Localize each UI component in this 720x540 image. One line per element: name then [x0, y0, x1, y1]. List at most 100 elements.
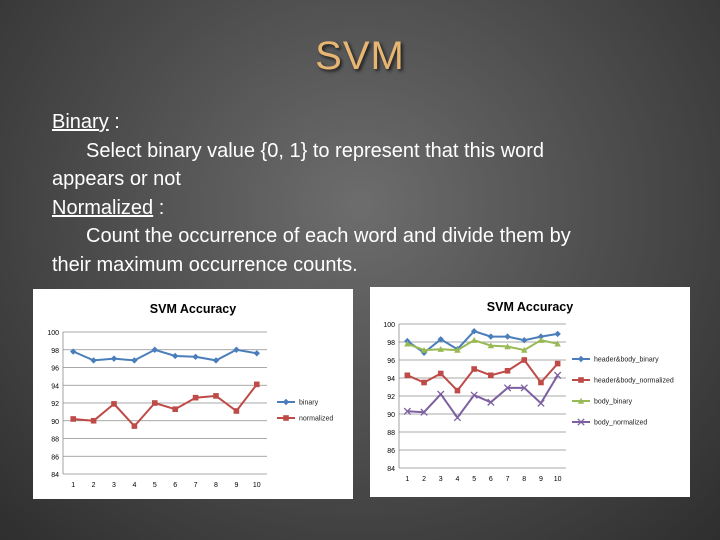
x-tick-label: 1	[71, 482, 75, 489]
data-point-body-normalized	[403, 407, 412, 415]
binary-heading: Binary :	[52, 108, 692, 137]
data-point-binary	[151, 346, 158, 353]
x-tick-label: 3	[439, 476, 443, 483]
y-tick-label: 94	[51, 383, 59, 390]
data-point-header-body-normalized	[421, 379, 427, 386]
data-point-normalized	[111, 401, 117, 407]
data-point-body-normalized	[420, 408, 428, 416]
data-point-header-body-normalized	[488, 372, 494, 379]
normalized-heading: Normalized :	[52, 194, 692, 223]
data-point-body-binary	[404, 340, 411, 347]
chart-title: SVM Accuracy	[150, 302, 236, 316]
y-tick-label: 90	[51, 419, 59, 426]
x-tick-label: 2	[422, 476, 426, 483]
data-point-header-body-binary	[487, 333, 495, 340]
legend-label-header-body-normalized: header&body_normalized	[594, 378, 674, 385]
data-point-body-normalized	[487, 398, 495, 406]
data-point-normalized	[192, 394, 199, 401]
chart-title: SVM Accuracy	[487, 300, 573, 314]
data-point-binary	[110, 355, 118, 362]
data-point-normalized	[233, 408, 240, 414]
x-tick-label: 7	[506, 476, 510, 483]
data-point-body-binary	[554, 340, 561, 347]
data-point-normalized	[213, 393, 219, 399]
y-tick-label: 84	[51, 472, 59, 479]
svm-accuracy-chart-left: SVM Accuracy 84 86 88 90 92 94 96 98 100 1 2 3 4 5 6 7 8 9…	[33, 289, 353, 499]
data-point-normalized	[70, 416, 76, 422]
y-tick-label: 98	[387, 340, 395, 347]
data-point-body-binary	[420, 346, 428, 353]
x-tick-label: 7	[194, 482, 198, 489]
legend-label-body-normalized: body_normalized	[594, 420, 647, 427]
data-point-normalized	[131, 423, 138, 429]
data-point-body-binary	[470, 337, 478, 343]
x-tick-label: 10	[253, 482, 261, 489]
series-line-header-body-normalized	[407, 358, 559, 393]
data-point-normalized	[254, 381, 260, 388]
legend-marker-normalized	[283, 415, 289, 421]
data-point-header-body-normalized	[554, 360, 561, 367]
x-tick-label: 4	[455, 476, 459, 483]
normalized-description-line1: Count the occurrence of each word and di…	[86, 225, 571, 248]
chart-svg: SVM Accuracy 84 86 88 90 92 94 96 98 100 1 2 3 4 5 6 7 8 9…	[383, 300, 674, 483]
y-tick-label: 90	[387, 412, 395, 419]
data-point-body-binary	[454, 346, 461, 353]
y-tick-label: 84	[387, 466, 395, 473]
data-point-binary	[90, 357, 97, 364]
y-tick-label: 86	[387, 448, 395, 455]
data-point-body-normalized	[503, 384, 512, 392]
legend-label-binary: binary	[299, 400, 319, 407]
legend-label-header-body-binary: header&body_binary	[594, 357, 659, 364]
series-line-header-body-binary	[406, 330, 558, 355]
data-point-body-binary	[487, 342, 495, 349]
x-tick-label: 5	[472, 476, 476, 483]
y-tick-label: 86	[51, 454, 59, 461]
data-point-header-body-binary	[554, 330, 561, 338]
data-point-binary	[233, 346, 240, 353]
data-point-header-body-binary	[521, 337, 528, 344]
data-point-body-normalized	[553, 371, 562, 379]
data-point-body-normalized	[453, 413, 462, 422]
data-point-body-binary	[504, 343, 511, 350]
data-point-body-normalized	[537, 399, 545, 407]
data-point-normalized	[152, 400, 158, 406]
y-tick-label: 100	[47, 330, 59, 337]
x-tick-label: 6	[173, 482, 177, 489]
data-point-normalized	[172, 406, 178, 413]
svm-accuracy-chart-right: SVM Accuracy 84 86 88 90 92 94 96 98 100 1 2 3 4 5 6 7 8 9…	[370, 287, 690, 497]
data-point-normalized	[90, 417, 97, 424]
data-point-body-binary	[537, 337, 545, 343]
legend-marker-header-body-normalized	[578, 377, 584, 383]
data-point-header-body-binary	[470, 328, 478, 335]
data-point-header-body-normalized	[521, 357, 528, 363]
series-line-normalized	[73, 383, 258, 428]
x-tick-label: 1	[405, 476, 409, 483]
y-tick-label: 88	[51, 437, 59, 444]
x-tick-label: 10	[554, 476, 562, 483]
data-point-body-binary	[437, 346, 444, 352]
data-point-body-normalized	[470, 391, 478, 399]
data-point-header-body-binary	[437, 336, 444, 343]
binary-description-line2: appears or not	[52, 168, 181, 191]
x-tick-label: 6	[489, 476, 493, 483]
y-tick-label: 100	[383, 322, 395, 329]
data-point-header-body-normalized	[538, 379, 544, 386]
x-tick-label: 3	[112, 482, 116, 489]
legend-marker-body-normalized	[577, 418, 585, 426]
y-tick-label: 96	[51, 366, 59, 373]
data-point-binary	[172, 352, 179, 360]
data-point-binary	[212, 357, 220, 364]
legend-marker-binary	[282, 398, 290, 406]
x-tick-label: 2	[92, 482, 96, 489]
data-point-header-body-binary	[504, 333, 511, 340]
data-point-header-body-normalized	[504, 368, 511, 374]
y-tick-label: 92	[387, 394, 395, 401]
data-point-body-normalized	[520, 384, 528, 392]
normalized-term: Normalized	[52, 196, 154, 219]
binary-term: Binary	[52, 111, 109, 133]
normalized-colon: :	[153, 196, 165, 219]
x-tick-label: 8	[214, 482, 218, 489]
y-tick-label: 98	[51, 348, 59, 355]
binary-colon: :	[108, 111, 120, 133]
data-point-binary	[192, 353, 199, 361]
